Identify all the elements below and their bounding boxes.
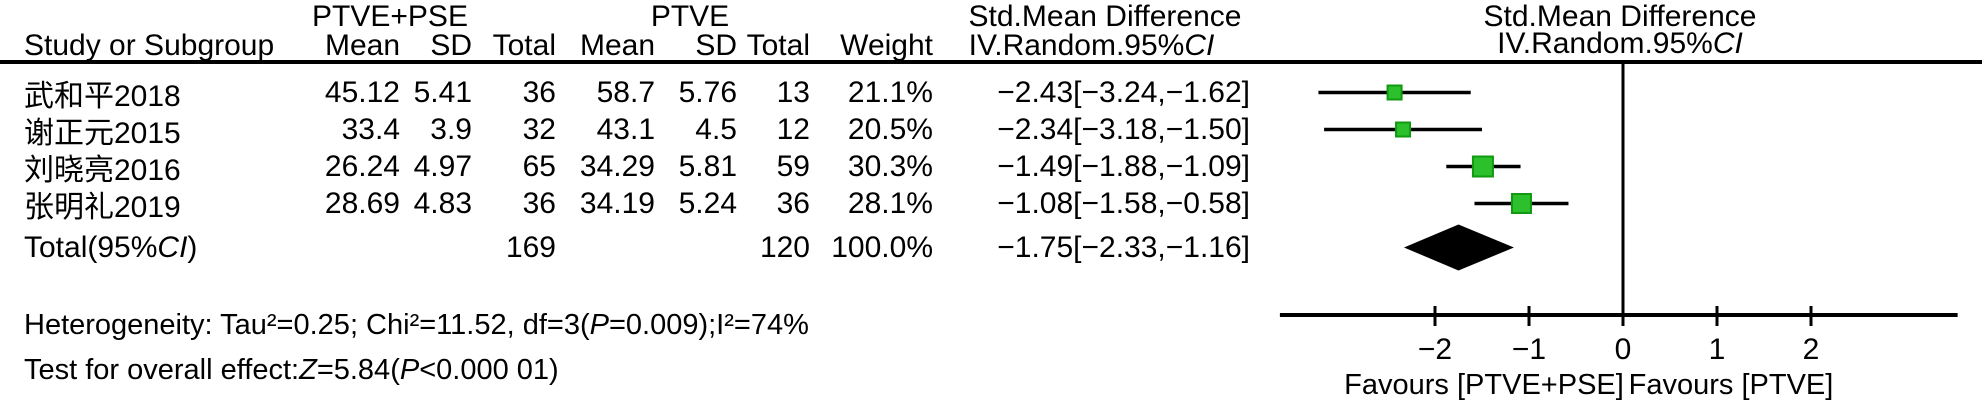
study-name: 谢正元2015 [24, 116, 181, 150]
weight-sum: 100.0% [831, 230, 933, 264]
plot-header-line2: IV.Random.95%CI [1497, 27, 1743, 60]
total2-value: 36 [776, 186, 810, 220]
sd1-value: 3.9 [430, 112, 472, 146]
axis-tick-label: 1 [1709, 333, 1726, 366]
col-header-sd1: SD [430, 28, 472, 62]
total-row: Total(95%CI) 169 120 100.0% −1.75[−2.33,… [0, 229, 1250, 266]
sd1-value: 5.41 [413, 75, 472, 109]
study-marker [1386, 84, 1403, 101]
ci-text: −2.34[−3.18,−1.50] [997, 112, 1250, 146]
heterogeneity-note: Heterogeneity: Tau²=0.25; Chi²=11.52, df… [24, 309, 809, 341]
summary-diamond [1403, 224, 1514, 271]
ci-text: −2.43[−3.24,−1.62] [997, 75, 1250, 109]
table-row: 谢正元2015 33.4 3.9 32 43.1 4.5 12 20.5% −2… [0, 111, 1250, 150]
study-name: 武和平2018 [24, 79, 181, 113]
favours-left-label: Favours [PTVE+PSE] [1344, 369, 1624, 401]
col-header-weight: Weight [840, 28, 933, 62]
mean1-value: 26.24 [324, 149, 400, 183]
col-header-mean1: Mean [324, 28, 400, 62]
mean1-value: 45.12 [324, 75, 400, 109]
sd1-value: 4.97 [413, 149, 472, 183]
favours-right-label: Favours [PTVE] [1629, 369, 1834, 401]
mean1-value: 33.4 [341, 112, 400, 146]
col-header-total2: Total [746, 28, 810, 62]
study-name: 刘晓亮2016 [24, 153, 181, 187]
total1-sum: 169 [505, 230, 556, 264]
col-header-total1: Total [492, 28, 556, 62]
total2-value: 12 [776, 112, 810, 146]
weight-value: 28.1% [847, 186, 933, 220]
axis-tick-label: −2 [1418, 333, 1452, 366]
total1-value: 36 [522, 186, 556, 220]
table-row: 刘晓亮2016 26.24 4.97 65 34.29 5.81 59 30.3… [0, 148, 1250, 187]
total2-value: 59 [776, 149, 810, 183]
sd1-value: 4.83 [413, 186, 472, 220]
group2-header: PTVE [650, 0, 730, 33]
mean2-value: 34.29 [579, 149, 655, 183]
sd2-value: 5.24 [678, 186, 737, 220]
col-header-study: Study or Subgroup [24, 28, 275, 62]
total2-value: 13 [776, 75, 810, 109]
mean2-value: 34.19 [579, 186, 655, 220]
study-marker [1510, 193, 1532, 214]
table-row: 武和平2018 45.12 5.41 36 58.7 5.76 13 21.1%… [0, 74, 1250, 113]
weight-value: 21.1% [847, 75, 933, 109]
total-ci-text: −1.75[−2.33,−1.16] [997, 230, 1250, 264]
total2-sum: 120 [759, 230, 810, 264]
ci-text: −1.08[−1.58,−0.58] [997, 186, 1250, 220]
overall-effect-note: Test for overall effect:Z=5.84(P<0.000 0… [24, 354, 559, 386]
table-row: 张明礼2019 28.69 4.83 36 34.19 5.24 36 28.1… [0, 185, 1250, 224]
study-marker [1395, 121, 1412, 138]
col-header-mean2: Mean [579, 28, 655, 62]
mean2-value: 43.1 [596, 112, 655, 146]
total1-value: 32 [522, 112, 556, 146]
mean1-value: 28.69 [324, 186, 400, 220]
sd2-value: 4.5 [695, 112, 737, 146]
weight-value: 30.3% [847, 149, 933, 183]
study-marker [1471, 155, 1494, 178]
axis-tick-label: −1 [1512, 333, 1546, 366]
col-header-ci: IV.Random.95%CI [968, 28, 1215, 62]
column-header-row: Study or Subgroup Mean SD Total Mean SD … [0, 27, 1250, 64]
sd2-value: 5.81 [678, 149, 737, 183]
total-label: Total(95%CI) [24, 230, 198, 264]
col-header-sd2: SD [695, 28, 737, 62]
header-divider-line [0, 60, 1982, 64]
smd-column-header-line1: Std.Mean Difference [968, 0, 1242, 33]
weight-value: 20.5% [847, 112, 933, 146]
mean2-value: 58.7 [596, 75, 655, 109]
ci-text: −1.49[−1.88,−1.09] [997, 149, 1250, 183]
axis-tick-label: 0 [1615, 333, 1632, 366]
group1-header: PTVE+PSE [312, 0, 468, 33]
sd2-value: 5.76 [678, 75, 737, 109]
study-name: 张明礼2019 [24, 190, 181, 224]
total1-value: 36 [522, 75, 556, 109]
axis-tick-label: 2 [1803, 333, 1820, 366]
plot-header-line1: Std.Mean Difference [1483, 0, 1757, 33]
total1-value: 65 [522, 149, 556, 183]
